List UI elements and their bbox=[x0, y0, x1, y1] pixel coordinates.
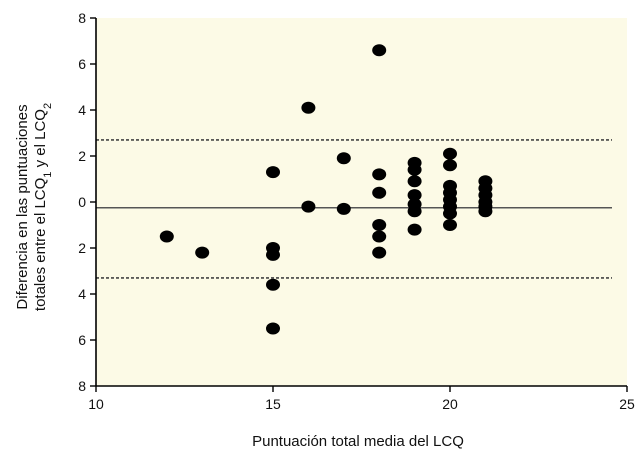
y-tick-label-4: 0 bbox=[78, 194, 86, 210]
y-tick-label-6: 4 bbox=[78, 286, 86, 302]
data-point-7 bbox=[266, 322, 280, 335]
y-axis-label-line2-prefix: totales entre el LCQ bbox=[32, 178, 49, 311]
data-point-16 bbox=[372, 230, 387, 243]
y-tick-label-8: 8 bbox=[78, 378, 86, 394]
data-point-1 bbox=[159, 230, 174, 243]
x-tick-label-25: 25 bbox=[619, 396, 635, 412]
data-point-38 bbox=[478, 205, 493, 218]
data-point-11 bbox=[336, 202, 351, 215]
y-axis-label-line2-mid: y el LCQ bbox=[32, 109, 49, 172]
y-tick-label-0: 8 bbox=[78, 10, 86, 26]
data-point-19 bbox=[407, 163, 422, 176]
x-tick-label-10: 10 bbox=[88, 396, 104, 412]
data-point-32 bbox=[443, 219, 457, 231]
data-point-13 bbox=[372, 168, 387, 181]
x-tick-label-15: 15 bbox=[265, 396, 281, 412]
x-axis-label: Puntuación total media del LCQ bbox=[252, 433, 464, 450]
data-point-21 bbox=[407, 189, 422, 202]
y-axis-label-subscript-2: 2 bbox=[42, 103, 54, 109]
data-point-5 bbox=[266, 248, 280, 261]
data-point-3 bbox=[266, 166, 280, 179]
y-tick-label-1: 6 bbox=[78, 56, 86, 72]
data-point-8 bbox=[301, 101, 316, 114]
plot-area bbox=[96, 18, 627, 386]
data-point-6 bbox=[266, 278, 280, 291]
x-tick-label-20: 20 bbox=[442, 396, 458, 412]
y-tick-label-7: 6 bbox=[78, 332, 86, 348]
data-point-14 bbox=[372, 186, 387, 199]
data-point-23 bbox=[407, 205, 422, 218]
y-tick-label-2: 4 bbox=[78, 102, 86, 118]
data-point-24 bbox=[407, 223, 422, 236]
data-point-26 bbox=[443, 159, 457, 172]
data-point-31 bbox=[443, 207, 457, 220]
data-point-20 bbox=[407, 175, 422, 188]
data-point-17 bbox=[372, 246, 387, 259]
data-point-10 bbox=[336, 152, 351, 165]
y-axis-label-line1: Diferencia en las puntuaciones bbox=[14, 104, 31, 309]
data-point-9 bbox=[301, 200, 316, 213]
y-axis-label-line2: totales entre el LCQ1 y el LCQ2 bbox=[32, 103, 54, 311]
data-point-15 bbox=[372, 219, 387, 231]
y-tick-label-5: 2 bbox=[78, 240, 86, 256]
data-point-25 bbox=[443, 147, 457, 160]
y-tick-label-3: 2 bbox=[78, 148, 86, 164]
y-axis-label-subscript-1: 1 bbox=[42, 172, 54, 178]
data-point-12 bbox=[372, 44, 387, 57]
data-point-2 bbox=[195, 246, 210, 259]
